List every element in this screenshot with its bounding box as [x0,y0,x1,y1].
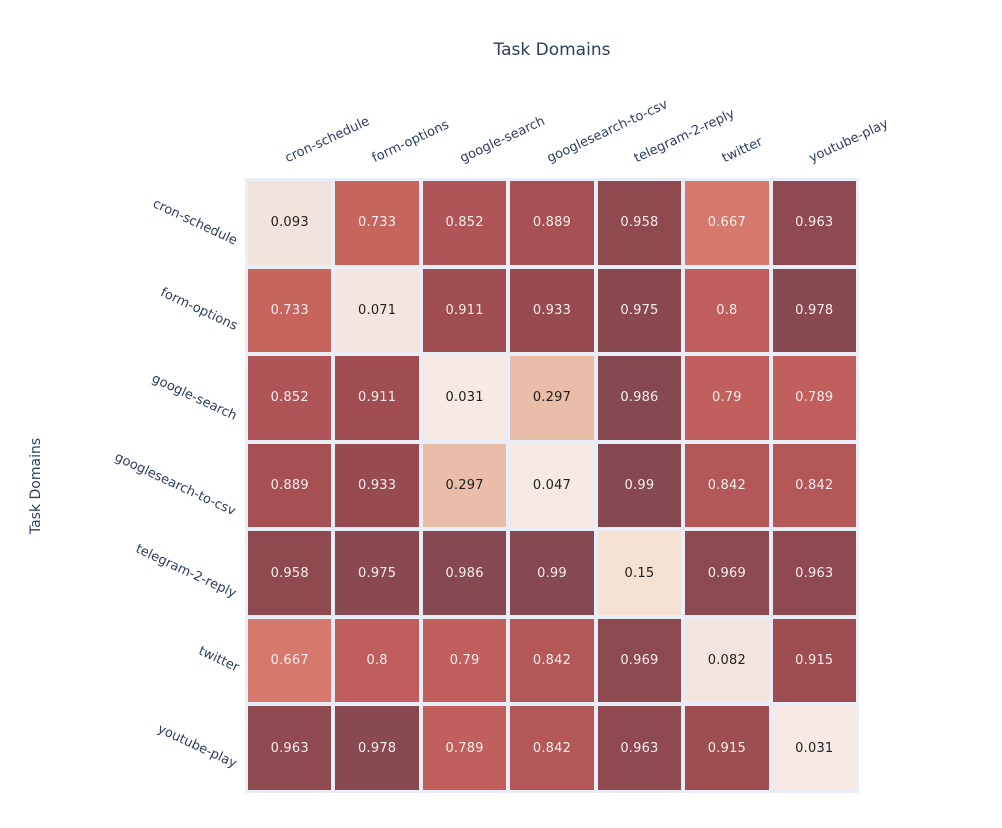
heatmap-cell-3-2[interactable]: 0.297 [422,443,507,528]
heatmap-cell-1-2[interactable]: 0.911 [422,268,507,353]
heatmap-cell-1-6[interactable]: 0.978 [772,268,856,353]
heatmap-cell-4-3[interactable]: 0.99 [510,531,594,615]
heatmap-cell-6-4[interactable]: 0.963 [597,706,682,790]
heatmap-cell-2-1[interactable]: 0.911 [335,356,419,440]
heatmap-cell-3-5[interactable]: 0.842 [685,443,769,528]
heatmap-cell-2-4[interactable]: 0.986 [597,356,682,440]
heatmap-cell-6-3[interactable]: 0.842 [510,706,594,790]
heatmap-cell-0-1[interactable]: 0.733 [335,181,419,265]
heatmap-cell-3-6[interactable]: 0.842 [772,443,856,528]
row-tick-label-twitter: twitter [196,643,242,676]
heatmap-cell-3-1[interactable]: 0.933 [335,443,419,528]
heatmap-cell-6-1[interactable]: 0.978 [335,706,419,790]
heatmap-cell-2-5[interactable]: 0.79 [685,356,769,440]
y-axis-title: Task Domains [28,437,44,535]
heatmap-cell-5-0[interactable]: 0.667 [248,618,332,703]
heatmap-cell-0-2[interactable]: 0.852 [422,181,507,265]
heatmap-cell-5-3[interactable]: 0.842 [510,618,594,703]
heatmap-cell-3-0[interactable]: 0.889 [248,443,332,528]
heatmap-cell-4-0[interactable]: 0.958 [248,531,332,615]
heatmap-cell-0-3[interactable]: 0.889 [510,181,594,265]
heatmap-grid: 0.093 0.733 0.852 0.889 0.958 0.667 0.963 0.733… [245,178,859,793]
heatmap-cell-6-5[interactable]: 0.915 [685,706,769,790]
column-tick-label-youtube-play: youtube-play [807,116,892,167]
heatmap-cell-4-6[interactable]: 0.963 [772,531,856,615]
heatmap-cell-0-5[interactable]: 0.667 [685,181,769,265]
heatmap-cell-0-0[interactable]: 0.093 [248,181,332,265]
heatmap-cell-2-3[interactable]: 0.297 [510,356,594,440]
heatmap-cell-1-3[interactable]: 0.933 [510,268,594,353]
heatmap-cell-6-2[interactable]: 0.789 [422,706,507,790]
heatmap-cell-1-4[interactable]: 0.975 [597,268,682,353]
column-tick-label-form-options: form-options [369,117,452,167]
heatmap-cell-1-5[interactable]: 0.8 [685,268,769,353]
heatmap-cell-2-2[interactable]: 0.031 [422,356,507,440]
heatmap-cell-5-2[interactable]: 0.79 [422,618,507,703]
heatmap-cell-4-4[interactable]: 0.15 [597,531,682,615]
row-tick-label-telegram-2-reply: telegram-2-reply [132,542,239,602]
heatmap-cell-4-1[interactable]: 0.975 [335,531,419,615]
row-tick-label-form-options: form-options [157,285,240,335]
heatmap-cell-4-5[interactable]: 0.969 [685,531,769,615]
column-tick-label-cron-schedule: cron-schedule [282,113,372,167]
heatmap-cell-4-2[interactable]: 0.986 [422,531,507,615]
heatmap-cell-5-1[interactable]: 0.8 [335,618,419,703]
heatmap-cell-1-1[interactable]: 0.071 [335,268,419,353]
heatmap-cell-3-4[interactable]: 0.99 [597,443,682,528]
heatmap-cell-6-0[interactable]: 0.963 [248,706,332,790]
column-tick-label-google-search: google-search [457,113,548,167]
heatmap-cell-3-3[interactable]: 0.047 [510,443,594,528]
heatmap-cell-5-4[interactable]: 0.969 [597,618,682,703]
heatmap-cell-0-4[interactable]: 0.958 [597,181,682,265]
heatmap-cell-1-0[interactable]: 0.733 [248,268,332,353]
heatmap-cell-6-6[interactable]: 0.031 [772,706,856,790]
row-tick-label-google-search: google-search [149,370,240,424]
column-tick-label-twitter: twitter [719,134,765,167]
row-tick-label-googlesearch-to-csv: googlesearch-to-csv [111,449,238,520]
row-tick-label-cron-schedule: cron-schedule [149,196,240,249]
heatmap-cell-5-6[interactable]: 0.915 [772,618,856,703]
row-tick-label-youtube-play: youtube-play [155,721,240,772]
heatmap-cell-0-6[interactable]: 0.963 [772,181,856,265]
chart-title: Task Domains [493,40,611,60]
heatmap-cell-2-6[interactable]: 0.789 [772,356,856,440]
heatmap-cell-2-0[interactable]: 0.852 [248,356,332,440]
heatmap-cell-5-5[interactable]: 0.082 [685,618,769,703]
